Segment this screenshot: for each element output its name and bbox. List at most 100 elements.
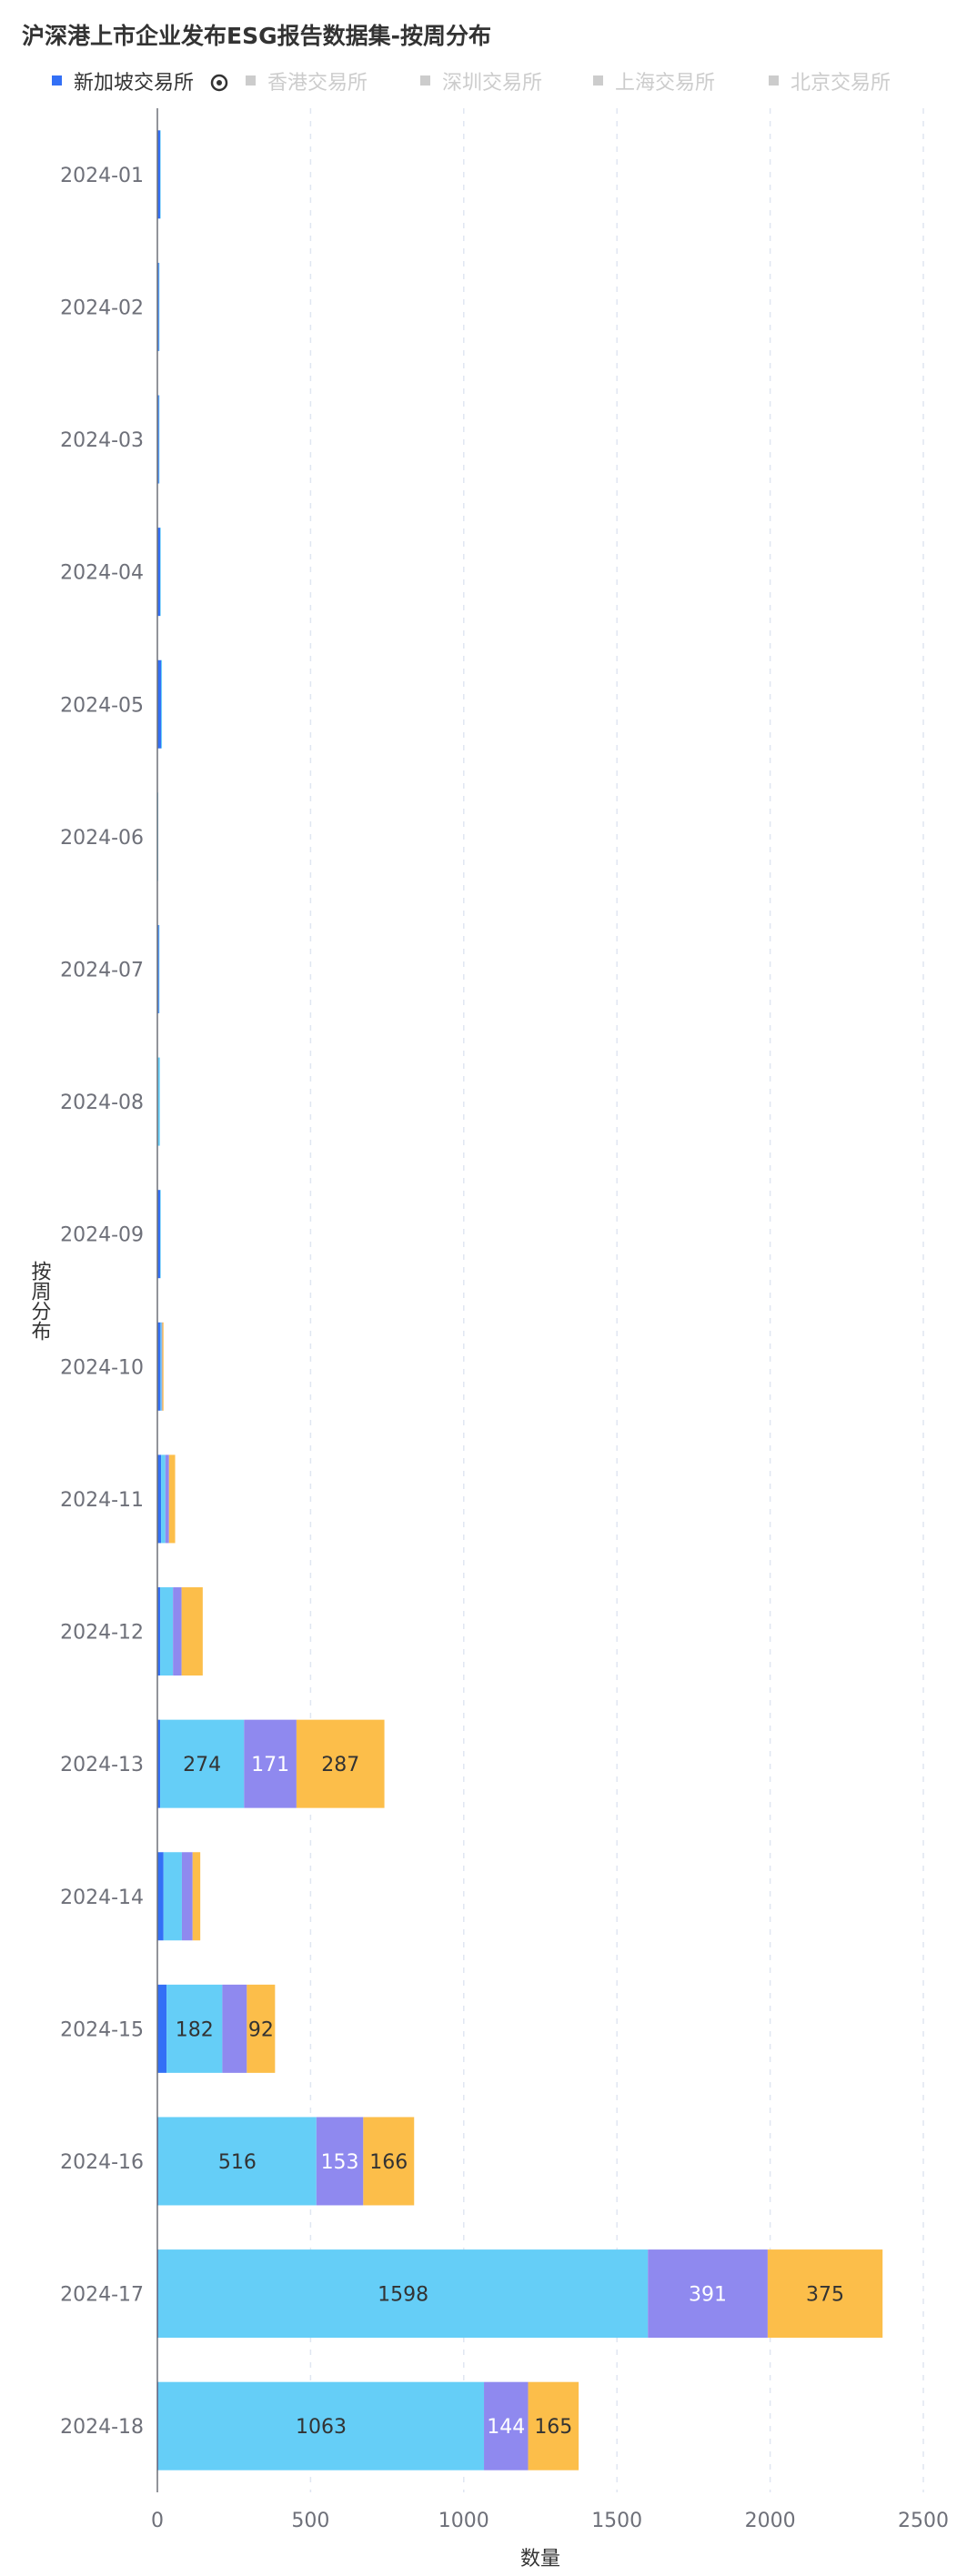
legend-label[interactable]: 上海交易所	[615, 72, 715, 95]
y-tick-label: 2024-12	[60, 1622, 144, 1645]
y-tick-label: 2024-16	[60, 2151, 144, 2174]
bar-segment[interactable]	[157, 1322, 161, 1411]
x-tick-label: 2500	[898, 2510, 949, 2532]
x-tick-label: 1500	[591, 2510, 642, 2532]
share-icon-ring[interactable]	[210, 74, 228, 92]
legend-marker[interactable]	[52, 75, 62, 86]
y-tick-label: 2024-03	[60, 429, 144, 452]
bar-value-label: 1598	[378, 2284, 428, 2307]
bar-value-label: 92	[248, 2018, 274, 2041]
y-tick-label: 2024-07	[60, 959, 144, 981]
legend-label[interactable]: 深圳交易所	[442, 72, 542, 95]
bar-segment[interactable]	[157, 924, 159, 1013]
y-tick-label: 2024-11	[60, 1489, 144, 1512]
bar-segment[interactable]	[173, 1587, 182, 1676]
bar-segment[interactable]	[222, 1984, 247, 2073]
legend: 新加坡交易所 香港交易所 深圳交易所 上海交易所 北京交易所	[52, 72, 891, 95]
bar-segment[interactable]	[160, 1587, 174, 1676]
legend-marker[interactable]	[593, 75, 603, 86]
bar-value-label: 166	[369, 2151, 408, 2174]
legend-label[interactable]: 新加坡交易所	[74, 72, 194, 95]
bar-segment[interactable]	[158, 2249, 649, 2339]
share-icon[interactable]	[210, 74, 228, 92]
bar-segment[interactable]	[316, 2117, 364, 2206]
bar-segment[interactable]	[158, 924, 160, 1013]
bar-segment[interactable]	[648, 2249, 768, 2339]
bar-segment[interactable]	[484, 2381, 529, 2470]
grid	[309, 108, 924, 2492]
bar-segment[interactable]	[244, 1719, 297, 1808]
y-tick-label: 2024-18	[60, 2416, 144, 2439]
x-tick-label: 1000	[438, 2510, 489, 2532]
share-icon-dot[interactable]	[217, 80, 222, 86]
bar-segment[interactable]	[161, 1322, 163, 1411]
x-tick-label: 500	[291, 2510, 329, 2532]
bar-value-label: 171	[251, 1754, 289, 1776]
bar-segment[interactable]	[181, 1852, 193, 1941]
bar-value-label: 165	[534, 2416, 572, 2439]
bar-segment[interactable]	[163, 1852, 182, 1941]
bar-value-label: 287	[321, 1754, 359, 1776]
bar-segment[interactable]	[158, 2117, 317, 2206]
y-tick-label: 2024-01	[60, 165, 144, 187]
bar-segment[interactable]	[767, 2249, 883, 2339]
bar-segment[interactable]	[161, 659, 163, 749]
bar-segment[interactable]	[160, 1190, 161, 1279]
bar-segment[interactable]	[157, 1719, 161, 1808]
bar-segment[interactable]	[157, 1454, 162, 1544]
y-axis: 2024-01 2024-02 2024-03 2024-04 2024-05 2024-…	[60, 108, 158, 2492]
y-tick-label: 2024-14	[60, 1887, 144, 1909]
x-axis-title: 数量	[520, 2548, 560, 2571]
bar-labels: 274 171 287 182 92 516 153 166 1598 391 375 1063 144…	[176, 1754, 844, 2439]
bar-segment[interactable]	[161, 1454, 166, 1544]
bar-segment[interactable]	[166, 1984, 223, 2073]
y-tick-label: 2024-04	[60, 562, 144, 585]
bar-segment[interactable]	[157, 395, 159, 484]
bar-value-label: 1063	[296, 2416, 347, 2439]
y-tick-label: 2024-08	[60, 1092, 144, 1114]
bar-segment[interactable]	[157, 1852, 164, 1941]
y-tick-label: 2024-13	[60, 1754, 144, 1776]
y-tick-label: 2024-09	[60, 1224, 144, 1247]
bar-segment[interactable]	[192, 1852, 201, 1941]
bar-segment[interactable]	[158, 395, 160, 484]
bar-segment[interactable]	[160, 528, 161, 617]
bar-value-label: 153	[321, 2151, 359, 2174]
bar-segment[interactable]	[157, 1190, 161, 1279]
legend-label[interactable]: 香港交易所	[267, 72, 368, 95]
bar-segment[interactable]	[160, 1322, 162, 1411]
bar-segment[interactable]	[157, 262, 159, 351]
bar-segment[interactable]	[165, 1454, 169, 1544]
bar-value-label: 182	[176, 2018, 214, 2041]
bar-segment[interactable]	[158, 262, 160, 351]
legend-marker[interactable]	[769, 75, 779, 86]
bar-segment[interactable]	[157, 1984, 167, 2073]
bar-segment[interactable]	[157, 1587, 161, 1676]
bar-segment[interactable]	[158, 2381, 485, 2470]
bar-segment[interactable]	[247, 1984, 276, 2073]
bar-segment[interactable]	[181, 1587, 203, 1676]
x-tick-label: 0	[151, 2510, 164, 2532]
bar-segment[interactable]	[157, 659, 162, 749]
legend-marker[interactable]	[420, 75, 430, 86]
y-tick-label: 2024-15	[60, 2018, 144, 2041]
y-tick-label: 2024-05	[60, 694, 144, 717]
bar-segment[interactable]	[168, 1454, 176, 1544]
bar-value-label: 274	[183, 1754, 221, 1776]
bar-segment[interactable]	[160, 130, 161, 219]
y-tick-label: 2024-17	[60, 2284, 144, 2307]
bar-segment[interactable]	[160, 1719, 245, 1808]
bar-segment[interactable]	[157, 130, 161, 219]
bar-segment[interactable]	[157, 1057, 160, 1146]
bar-segment[interactable]	[296, 1719, 385, 1808]
legend-label[interactable]: 北京交易所	[791, 72, 891, 95]
bar-value-label: 391	[689, 2284, 727, 2307]
chart-title: 沪深港上市企业发布ESG报告数据集-按周分布	[22, 23, 491, 49]
bar-segment[interactable]	[157, 528, 161, 617]
legend-marker[interactable]	[246, 75, 256, 86]
bar-segment[interactable]	[162, 1322, 164, 1411]
bar-segment[interactable]	[363, 2117, 415, 2206]
bar-segment[interactable]	[528, 2381, 579, 2470]
y-tick-label: 2024-06	[60, 827, 144, 850]
